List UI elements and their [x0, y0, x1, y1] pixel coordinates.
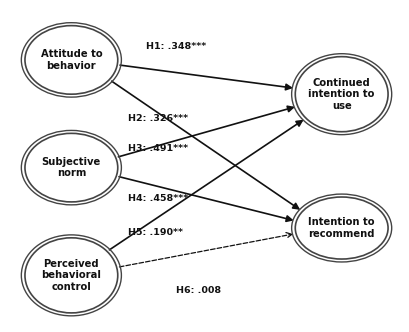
Text: H1: .348***: H1: .348*** [146, 42, 206, 51]
Text: Intention to
recommend: Intention to recommend [308, 217, 375, 239]
Ellipse shape [295, 57, 388, 132]
Text: H5: .190**: H5: .190** [128, 228, 183, 237]
Ellipse shape [295, 197, 388, 259]
Text: H3: .491***: H3: .491*** [128, 143, 188, 152]
Ellipse shape [25, 133, 118, 202]
Text: Continued
intention to
use: Continued intention to use [308, 78, 375, 111]
Text: Perceived
behavioral
control: Perceived behavioral control [41, 259, 101, 292]
Text: H6: .008: H6: .008 [176, 286, 221, 294]
Ellipse shape [25, 238, 118, 313]
Text: Subjective
norm: Subjective norm [42, 157, 101, 178]
Text: Attitude to
behavior: Attitude to behavior [40, 49, 102, 71]
Text: H4: .458***: H4: .458*** [128, 194, 188, 203]
Text: H2: .326***: H2: .326*** [128, 114, 188, 123]
Ellipse shape [25, 26, 118, 94]
